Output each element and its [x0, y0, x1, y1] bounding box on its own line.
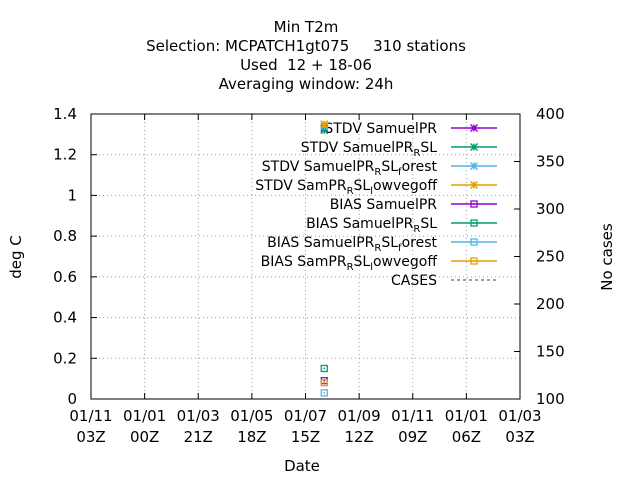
data-points	[320, 120, 329, 397]
title-line: Averaging window: 24h	[219, 75, 394, 93]
marker-stroke	[470, 257, 478, 265]
x-tick-label: 01/07	[284, 407, 327, 425]
legend-label: BIAS SamPRRSLlowvegoff	[261, 254, 438, 273]
legend-label: BIAS SamuelPR	[330, 197, 438, 213]
x-tick-label: 12Z	[344, 428, 373, 446]
data-point	[320, 379, 328, 387]
x-tick-label: 01/03	[498, 407, 541, 425]
title-line: Min T2m	[274, 18, 339, 36]
legend-marker	[470, 181, 478, 189]
x-tick-label: 21Z	[184, 428, 213, 446]
marker-stroke	[323, 392, 326, 394]
legend-marker	[470, 238, 478, 246]
marker-stroke	[470, 200, 478, 208]
marker-stroke	[473, 203, 475, 205]
legend-marker	[470, 162, 478, 170]
x-tick-label: 01/09	[338, 407, 381, 425]
legend-marker	[470, 124, 478, 132]
legend-label: CASES	[391, 273, 437, 289]
y2-tick-label: 200	[536, 295, 565, 313]
x-axis-label: Date	[284, 457, 320, 475]
marker-stroke	[320, 379, 328, 387]
y2-tick-label: 400	[536, 105, 565, 123]
marker-stroke	[323, 367, 326, 370]
marker-stroke	[473, 241, 475, 243]
x-tick-label: 01/01	[445, 407, 488, 425]
legend-label: BIAS SamuelPRRSL	[306, 216, 437, 235]
legend-marker	[470, 257, 478, 265]
x-tick-label: 01/11	[391, 407, 434, 425]
y2-tick-label: 150	[536, 343, 565, 361]
marker-stroke	[320, 364, 328, 373]
marker-stroke	[473, 222, 475, 224]
y-tick-label: 0.2	[53, 349, 77, 367]
legend-label: BIAS SamuelPRRSLforest	[267, 235, 437, 254]
x-tick-label: 01/01	[123, 407, 166, 425]
y-axis-label: deg C	[7, 235, 25, 279]
y2-tick-label: 250	[536, 248, 565, 266]
y-tick-label: 0.6	[53, 268, 77, 286]
y-tick-label: 1	[67, 186, 77, 204]
data-point	[320, 389, 328, 397]
legend-label: STDV SamuelPRRSL	[301, 140, 437, 159]
marker-stroke	[323, 381, 326, 384]
x-tick-label: 03Z	[76, 428, 105, 446]
x-tick-label: 00Z	[130, 428, 159, 446]
legend-marker	[470, 143, 478, 151]
y-tick-label: 0.8	[53, 227, 77, 245]
legend-marker	[470, 219, 478, 227]
marker-stroke	[320, 389, 328, 397]
axis-ticks: 0 0.2 0.4 0.6 0.8 1 1.2 1.4 100 150 200 250 300 350 40…	[53, 105, 565, 446]
data-point	[320, 364, 328, 373]
y2-axis-label: No cases	[598, 223, 616, 291]
y2-tick-label: 100	[536, 390, 565, 408]
x-tick-label: 01/03	[177, 407, 220, 425]
y2-tick-label: 350	[536, 153, 565, 171]
title-line: Selection: MCPATCH1gt075 310 stations	[146, 37, 466, 55]
legend-label: STDV SamPRRSLlowvegoff	[255, 178, 437, 197]
y-tick-label: 0	[67, 390, 77, 408]
marker-stroke	[473, 260, 475, 262]
y-tick-label: 1.2	[53, 146, 77, 164]
y2-tick-label: 300	[536, 200, 565, 218]
legend-label: STDV SamuelPRRSLforest	[262, 159, 438, 178]
x-tick-label: 15Z	[291, 428, 320, 446]
x-tick-label: 01/11	[69, 407, 112, 425]
title-line: Used 12 + 18-06	[240, 56, 372, 74]
x-tick-label: 18Z	[237, 428, 266, 446]
data-point	[320, 120, 329, 129]
y-tick-label: 1.4	[53, 105, 77, 123]
x-tick-label: 09Z	[398, 428, 427, 446]
legend-label: STDV SamuelPR	[324, 121, 437, 137]
marker-stroke	[470, 238, 478, 246]
legend-marker	[470, 200, 478, 208]
x-tick-label: 06Z	[452, 428, 481, 446]
x-tick-label: 01/05	[230, 407, 273, 425]
marker-stroke	[323, 379, 326, 382]
x-tick-label: 03Z	[505, 428, 534, 446]
marker-stroke	[470, 219, 478, 227]
y-tick-label: 0.4	[53, 309, 77, 327]
